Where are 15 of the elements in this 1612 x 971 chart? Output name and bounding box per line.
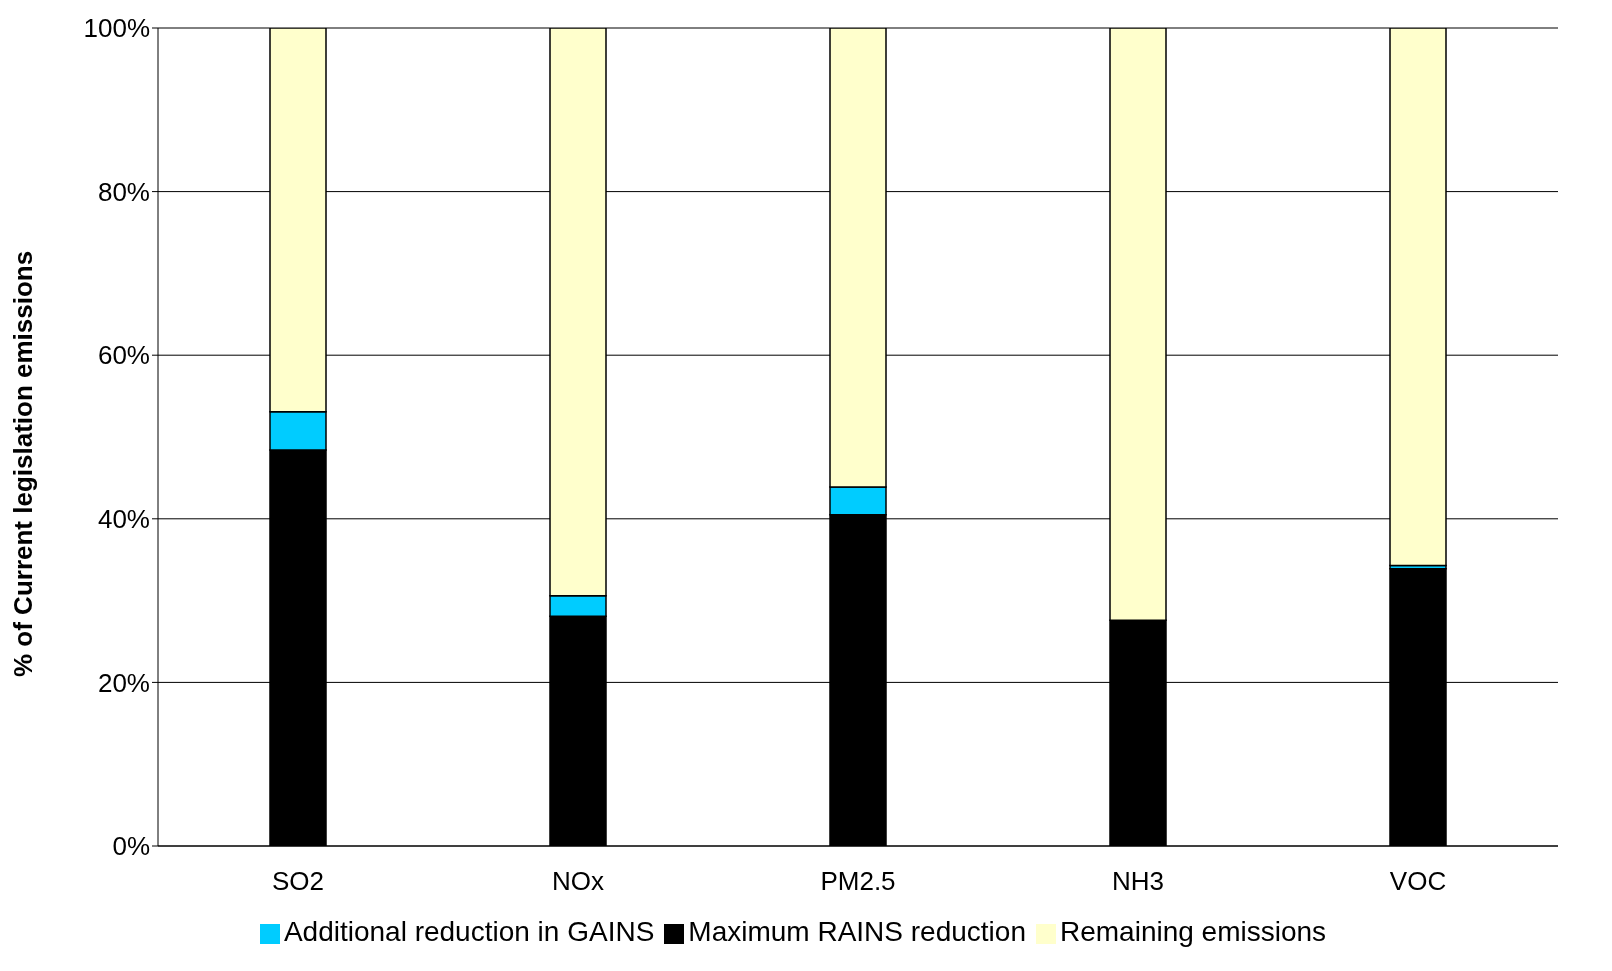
y-tick-label: 20%	[97, 667, 150, 698]
y-tick-label: 0%	[112, 831, 150, 862]
y-tick-label: 40%	[97, 504, 150, 535]
y-axis-title: % of Current legislation emissions	[8, 250, 39, 677]
legend-label: Maximum RAINS reduction	[688, 916, 1026, 947]
legend-label: Additional reduction in GAINS	[283, 916, 655, 947]
x-tick-label: PM2.5	[820, 866, 896, 897]
x-tick-label: NH3	[1111, 866, 1165, 897]
x-tick-label: NOx	[552, 866, 604, 897]
y-tick-label: 100%	[83, 13, 150, 44]
y-tick-label: 60%	[97, 340, 150, 371]
x-tick-label: VOC	[1389, 866, 1447, 897]
y-tick-label: 80%	[97, 176, 150, 207]
x-tick-label: SO2	[271, 866, 325, 897]
legend-label: Remaining emissions	[1059, 916, 1327, 947]
